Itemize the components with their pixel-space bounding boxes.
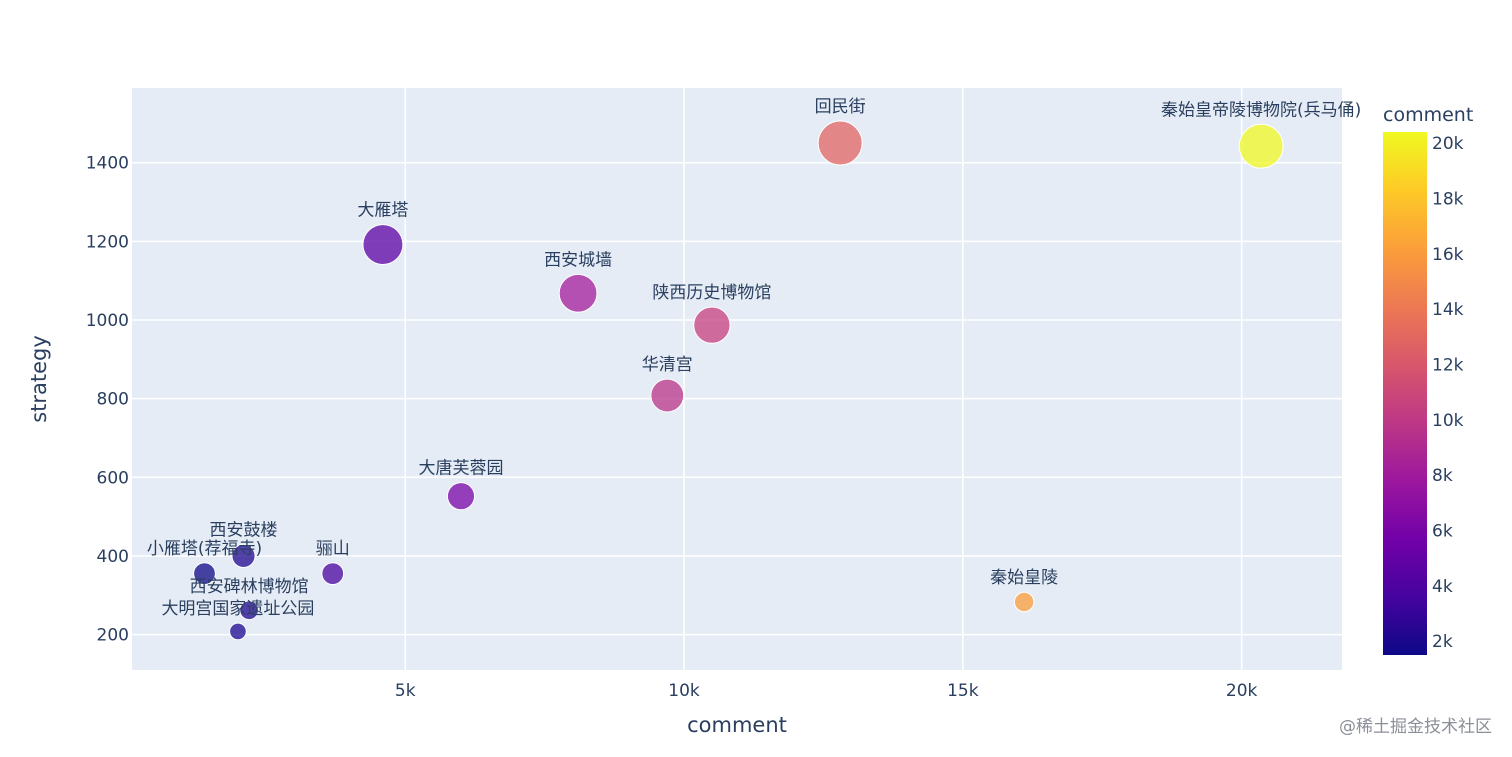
data-point [1013, 591, 1035, 613]
x-tick-label: 5k [395, 681, 416, 701]
data-point [193, 562, 216, 586]
y-tick-label: 600 [97, 468, 129, 488]
colorbar-title: comment [1383, 104, 1473, 126]
y-tick-label: 1200 [86, 232, 129, 252]
colorbar-tick-label: 16k [1432, 245, 1464, 265]
colorbar-tick-label: 2k [1432, 632, 1453, 652]
point-labels: 秦始皇帝陵博物院(兵马俑) 回民街大雁塔西安城墙陕西历史博物馆华清宫大唐芙蓉园西安… [147, 97, 1361, 619]
colorbar-tick-label: 20k [1432, 134, 1464, 154]
data-point [229, 622, 247, 641]
colorbar-tick-label: 18k [1432, 189, 1464, 209]
colorbar-tick-label: 12k [1432, 355, 1464, 375]
y-tick-label: 800 [97, 390, 129, 410]
point-label: 小雁塔(荐福寺) [147, 539, 262, 559]
data-point [693, 306, 731, 344]
point-label: 大明宫国家遗址公园 [161, 599, 314, 619]
data-point [231, 543, 256, 569]
colorbar-gradient [1383, 132, 1427, 655]
colorbar-tick-label: 4k [1432, 577, 1453, 597]
data-point [558, 273, 598, 313]
data-points [193, 120, 1284, 641]
x-tick-label: 20k [1226, 681, 1258, 701]
colorbar-tick-label: 10k [1432, 411, 1464, 431]
point-label: 西安鼓楼 [210, 520, 278, 540]
y-axis-ticks: 200 400 600 800 1000 1200 1400 [86, 154, 129, 646]
point-label: 华清宫 [642, 355, 693, 375]
point-label: 秦始皇陵 [990, 568, 1058, 588]
data-point [362, 224, 404, 265]
point-label: 骊山 [316, 539, 350, 559]
data-point [321, 562, 345, 586]
watermark: @稀土掘金技术社区 [1339, 717, 1492, 737]
y-tick-label: 1400 [86, 154, 129, 174]
y-axis-title: strategy [27, 335, 51, 423]
point-label: 秦始皇帝陵博物院(兵马俑) [1161, 100, 1361, 120]
x-tick-label: 15k [947, 681, 979, 701]
point-label: 陕西历史博物馆 [652, 283, 771, 303]
data-point [1238, 123, 1284, 169]
y-tick-label: 400 [97, 547, 129, 567]
colorbar: comment 2k 4k 6k 8k 10k 12k 14k 16k 18k 20k [1383, 104, 1473, 655]
data-point [817, 120, 863, 166]
y-tick-label: 1000 [86, 311, 129, 331]
point-label: 西安碑林博物馆 [190, 577, 309, 597]
colorbar-ticks: 2k 4k 6k 8k 10k 12k 14k 16k 18k 20k [1432, 134, 1464, 652]
y-tick-label: 200 [97, 626, 129, 646]
data-point [446, 482, 476, 511]
data-point [239, 600, 259, 621]
plot-area [132, 88, 1342, 670]
colorbar-tick-label: 8k [1432, 466, 1453, 486]
point-label: 大雁塔 [357, 201, 408, 221]
grid-lines [132, 88, 1342, 670]
x-tick-label: 10k [668, 681, 700, 701]
data-point [650, 378, 685, 413]
point-label: 回民街 [815, 97, 866, 117]
colorbar-tick-label: 6k [1432, 521, 1453, 541]
point-label: 大唐芙蓉园 [418, 458, 503, 479]
point-label: 西安城墙 [544, 250, 612, 270]
colorbar-tick-label: 14k [1432, 300, 1464, 320]
x-axis-ticks: 5k 10k 15k 20k [395, 681, 1258, 701]
x-axis-title: comment [687, 713, 787, 737]
